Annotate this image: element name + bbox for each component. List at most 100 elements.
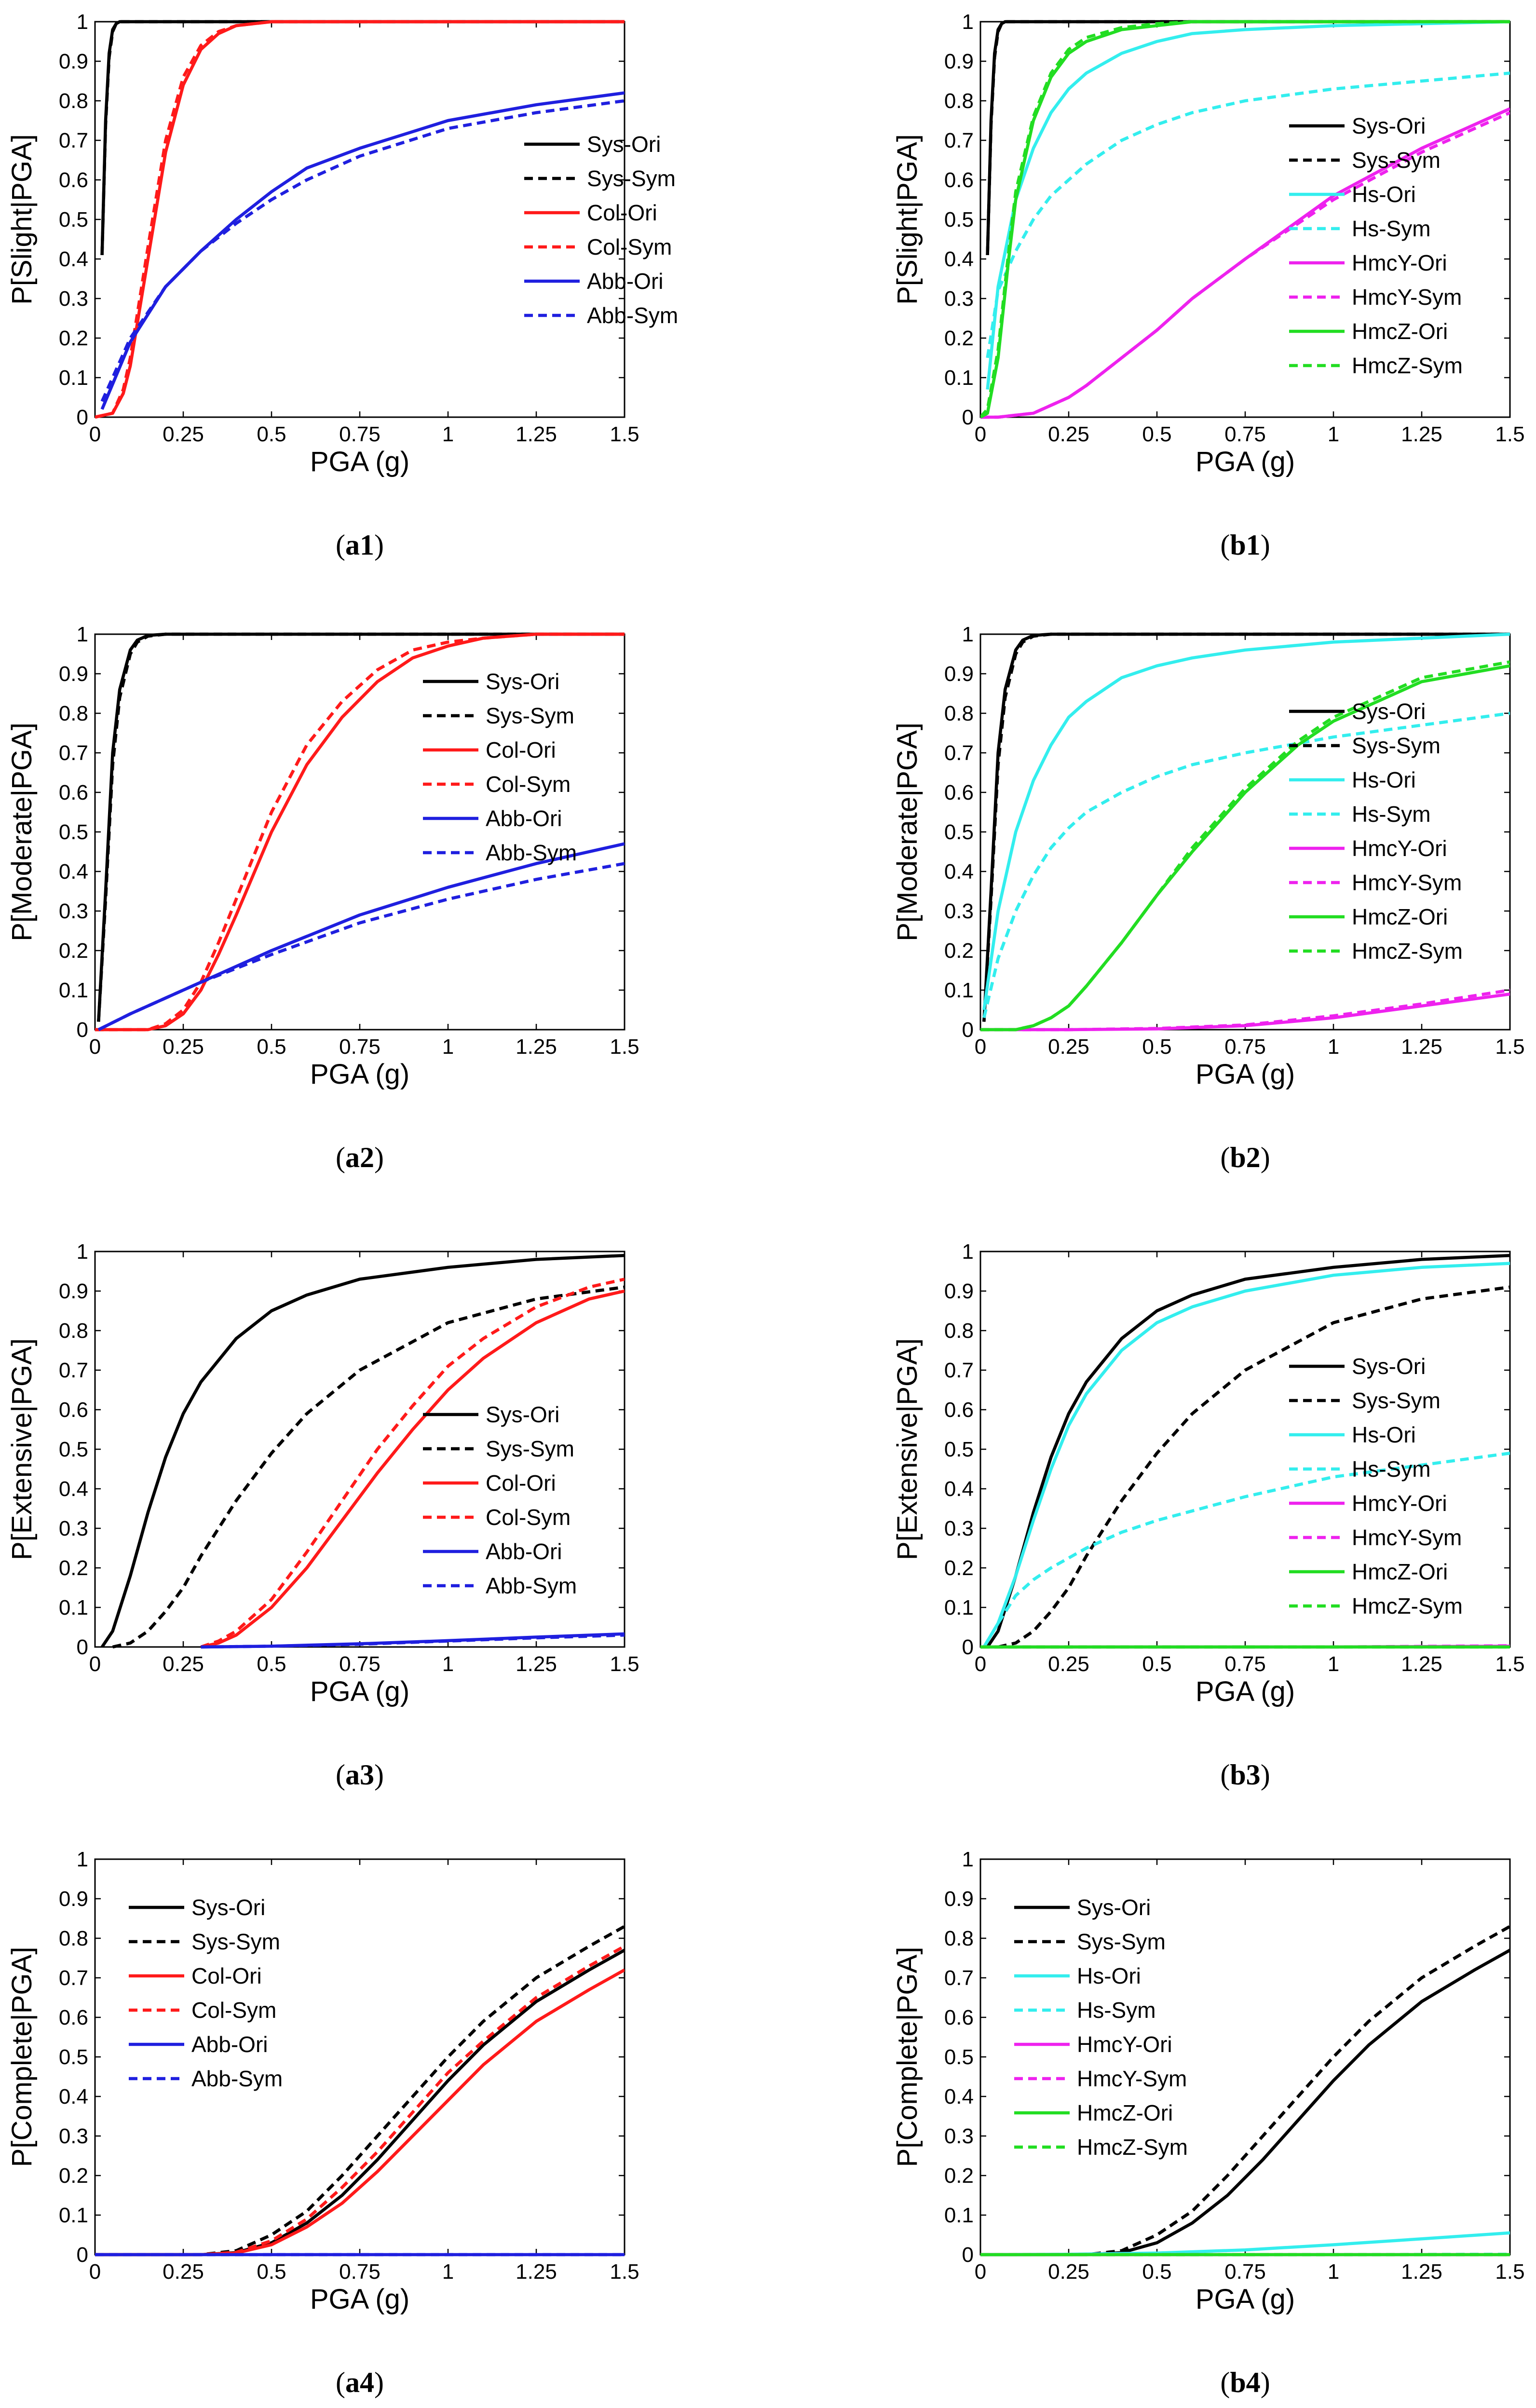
x-tick-label: 0.5 — [257, 1652, 286, 1676]
series-line-col-ori — [95, 632, 625, 1032]
chart-panel-b1: 0 0.25 0.5 0.75 1 1.25 1.5 0 0.1 0.2 0.3 0.4 0.5 0.6 0… — [892, 10, 1525, 561]
x-tick-label: 1.25 — [516, 2260, 557, 2284]
x-axis-label: PGA (g) — [1196, 1059, 1295, 1090]
series-group — [95, 632, 625, 1032]
legend-label: Col-Sym — [191, 1998, 276, 2023]
legend-label: Sys-Sym — [1352, 1388, 1441, 1413]
x-tick-label: 0 — [89, 422, 101, 446]
chart-panel-b3: 0 0.25 0.5 0.75 1 1.25 1.5 0 0.1 0.2 0.3 0.4 0.5 0.6 0… — [892, 1240, 1525, 1791]
y-tick-label: 0.4 — [944, 247, 974, 271]
plot-frame — [94, 1858, 625, 2256]
y-tick-label: 0.6 — [944, 1398, 974, 1422]
x-tick-label: 1.25 — [516, 1652, 557, 1676]
legend-label: Abb-Ori — [191, 2032, 268, 2057]
y-axis-label: P[Slight|PGA] — [892, 134, 923, 305]
y-tick-label: 0.2 — [59, 2164, 88, 2188]
y-tick-label: 0.4 — [59, 247, 88, 271]
x-tick-label: 1 — [442, 2260, 454, 2284]
y-tick-label: 0.7 — [944, 1359, 974, 1382]
series-line-sys-sym — [997, 1285, 1510, 1649]
y-tick-label: 0.1 — [59, 1596, 88, 1619]
y-tick-label: 0.8 — [944, 702, 974, 725]
series-line-hmcy-sym — [980, 988, 1510, 1032]
legend-label: Sys-Ori — [1352, 1354, 1426, 1379]
y-axis-label: P[Complete|PGA] — [6, 1947, 38, 2167]
y-tick-label: 0.3 — [944, 287, 974, 311]
legend-label: Abb-Ori — [486, 806, 562, 831]
y-tick-label: 0.4 — [59, 1477, 88, 1501]
x-tick-label: 1.5 — [1495, 1652, 1524, 1676]
y-tick-label: 0.2 — [59, 939, 88, 963]
y-tick-label: 0.9 — [944, 662, 974, 686]
y-tick-label: 0.7 — [59, 1359, 88, 1382]
y-tick-label: 0 — [77, 406, 88, 429]
series-line-sys-sym — [982, 632, 1510, 1022]
series-line-abb-sym — [97, 862, 625, 1031]
x-axis-label: PGA (g) — [310, 1059, 409, 1090]
plot-frame — [979, 1251, 1511, 1648]
series-line-sys-sym — [986, 20, 1510, 255]
y-tick-label: 0.1 — [944, 1596, 974, 1619]
legend-label: Sys-Sym — [486, 1436, 574, 1461]
x-tick-label: 1 — [1328, 1652, 1339, 1676]
y-tick-label: 0.5 — [59, 820, 88, 844]
y-tick-label: 0.2 — [944, 1556, 974, 1580]
series-line-col-sym — [95, 20, 625, 419]
y-tick-label: 0.4 — [59, 2085, 88, 2109]
plot-frame — [94, 21, 625, 418]
y-tick-label: 0.9 — [59, 1887, 88, 1911]
x-tick-label: 1.5 — [610, 1652, 639, 1676]
y-tick-label: 0.4 — [944, 1477, 974, 1501]
x-tick-label: 0 — [89, 1035, 101, 1059]
x-tick-label: 0.25 — [163, 422, 204, 446]
legend-label: HmcY-Ori — [1352, 250, 1447, 275]
y-tick-label: 0.9 — [944, 1887, 974, 1911]
x-tick-label: 0.75 — [1224, 2260, 1266, 2284]
legend-label: Sys-Ori — [587, 132, 661, 157]
y-tick-label: 0.6 — [944, 781, 974, 804]
legend-label: HmcZ-Ori — [1352, 1559, 1448, 1584]
series-line-hs-ori — [982, 1262, 1510, 1648]
y-tick-label: 0.1 — [944, 2204, 974, 2227]
legend: Sys-Ori Sys-Sym Hs-Ori Hs-Sym HmcY-Ori HmcY-S… — [1014, 1895, 1188, 2160]
series-line-col-ori — [200, 1289, 625, 1649]
x-tick-label: 0.25 — [1048, 1652, 1089, 1676]
x-tick-label: 0.75 — [339, 1035, 381, 1059]
legend-label: Abb-Sym — [587, 303, 678, 328]
legend-label: Hs-Ori — [1352, 182, 1416, 207]
legend-label: Hs-Sym — [1352, 216, 1431, 241]
legend-label: Sys-Sym — [1352, 148, 1441, 173]
y-tick-label: 0.1 — [59, 2204, 88, 2227]
series-line-sys-sym — [100, 20, 625, 255]
x-tick-label: 1 — [1328, 2260, 1339, 2284]
legend: Sys-Ori Sys-Sym Col-Ori Col-Sym Abb-Ori Abb-S… — [129, 1895, 283, 2091]
y-tick-label: 0.6 — [944, 2006, 974, 2029]
legend-label: Col-Ori — [486, 737, 556, 762]
legend-label: HmcY-Ori — [1352, 1491, 1447, 1516]
x-tick-label: 0.5 — [1142, 422, 1171, 446]
y-tick-label: 0.6 — [59, 1398, 88, 1422]
panel-caption: (b4) — [1220, 2367, 1270, 2398]
x-tick-label: 0.5 — [257, 422, 286, 446]
legend-label: Hs-Sym — [1352, 802, 1431, 827]
x-tick-label: 0.5 — [1142, 1652, 1171, 1676]
y-axis-label: P[Extensive|PGA] — [892, 1338, 923, 1560]
y-tick-label: 0.5 — [944, 820, 974, 844]
legend-label: Abb-Sym — [191, 2066, 283, 2091]
y-tick-label: 0.9 — [944, 50, 974, 73]
y-tick-label: 0 — [77, 2243, 88, 2267]
y-tick-label: 1 — [77, 1848, 88, 1871]
y-tick-label: 1 — [962, 10, 974, 34]
legend-label: Sys-Ori — [486, 1402, 559, 1427]
legend-label: Sys-Ori — [191, 1895, 265, 1920]
y-tick-label: 0.4 — [944, 860, 974, 884]
series-line-sys-ori — [100, 1253, 625, 1648]
y-axis-label: P[Moderate|PGA] — [892, 722, 923, 941]
legend-label: Sys-Sym — [191, 1929, 280, 1954]
legend-label: HmcZ-Ori — [1077, 2100, 1173, 2125]
x-tick-label: 1 — [442, 422, 454, 446]
x-tick-label: 1.5 — [1495, 1035, 1524, 1059]
y-tick-label: 1 — [962, 623, 974, 646]
x-tick-label: 1.25 — [1401, 1652, 1442, 1676]
legend-label: Hs-Sym — [1352, 1456, 1431, 1482]
